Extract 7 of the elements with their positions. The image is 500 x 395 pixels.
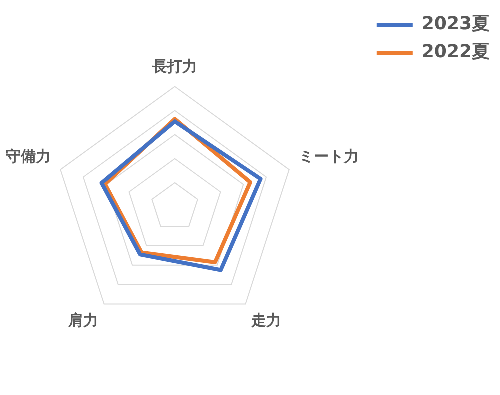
spoke-label: ミート力 (298, 148, 359, 166)
spoke-label: 守備力 (6, 148, 52, 166)
legend-label: 2022夏 (422, 42, 490, 63)
spoke-label: 走力 (250, 311, 282, 330)
legend-label: 2023夏 (422, 14, 490, 35)
spoke-label: 肩力 (67, 311, 98, 330)
spoke-label: 長打力 (152, 58, 198, 76)
